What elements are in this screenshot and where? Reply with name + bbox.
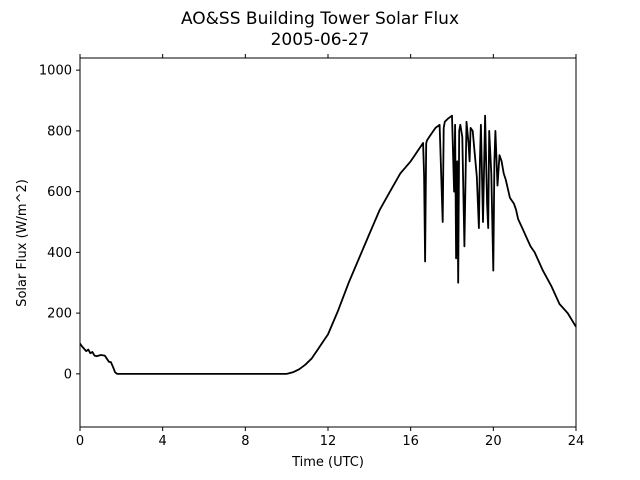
y-tick-label: 1000 xyxy=(39,64,72,79)
x-tick-label: 24 xyxy=(568,434,585,449)
y-tick-label: 200 xyxy=(47,307,72,322)
plot-area: 0 4 8 12 16 20 24 0 200 400 600 800 1000 xyxy=(39,54,584,449)
y-tick-label: 800 xyxy=(47,124,72,139)
series-line xyxy=(79,114,577,375)
x-tick-label: 20 xyxy=(485,434,502,449)
x-axis-label: Time (UTC) xyxy=(291,455,364,470)
y-axis-label: Solar Flux (W/m^2) xyxy=(15,179,30,307)
x-tick-label: 4 xyxy=(159,434,167,449)
y-tick-label: 0 xyxy=(64,367,72,382)
y-tick-label: 400 xyxy=(47,246,72,261)
chart-title: AO&SS Building Tower Solar Flux xyxy=(181,9,459,29)
x-tick-label: 8 xyxy=(241,434,249,449)
y-tick-label: 600 xyxy=(47,185,72,200)
plot-frame xyxy=(79,57,577,428)
x-tick-label: 16 xyxy=(402,434,419,449)
x-tick-label: 12 xyxy=(320,434,337,449)
x-tick-label: 0 xyxy=(76,434,84,449)
chart-subtitle: 2005-06-27 xyxy=(271,30,370,50)
